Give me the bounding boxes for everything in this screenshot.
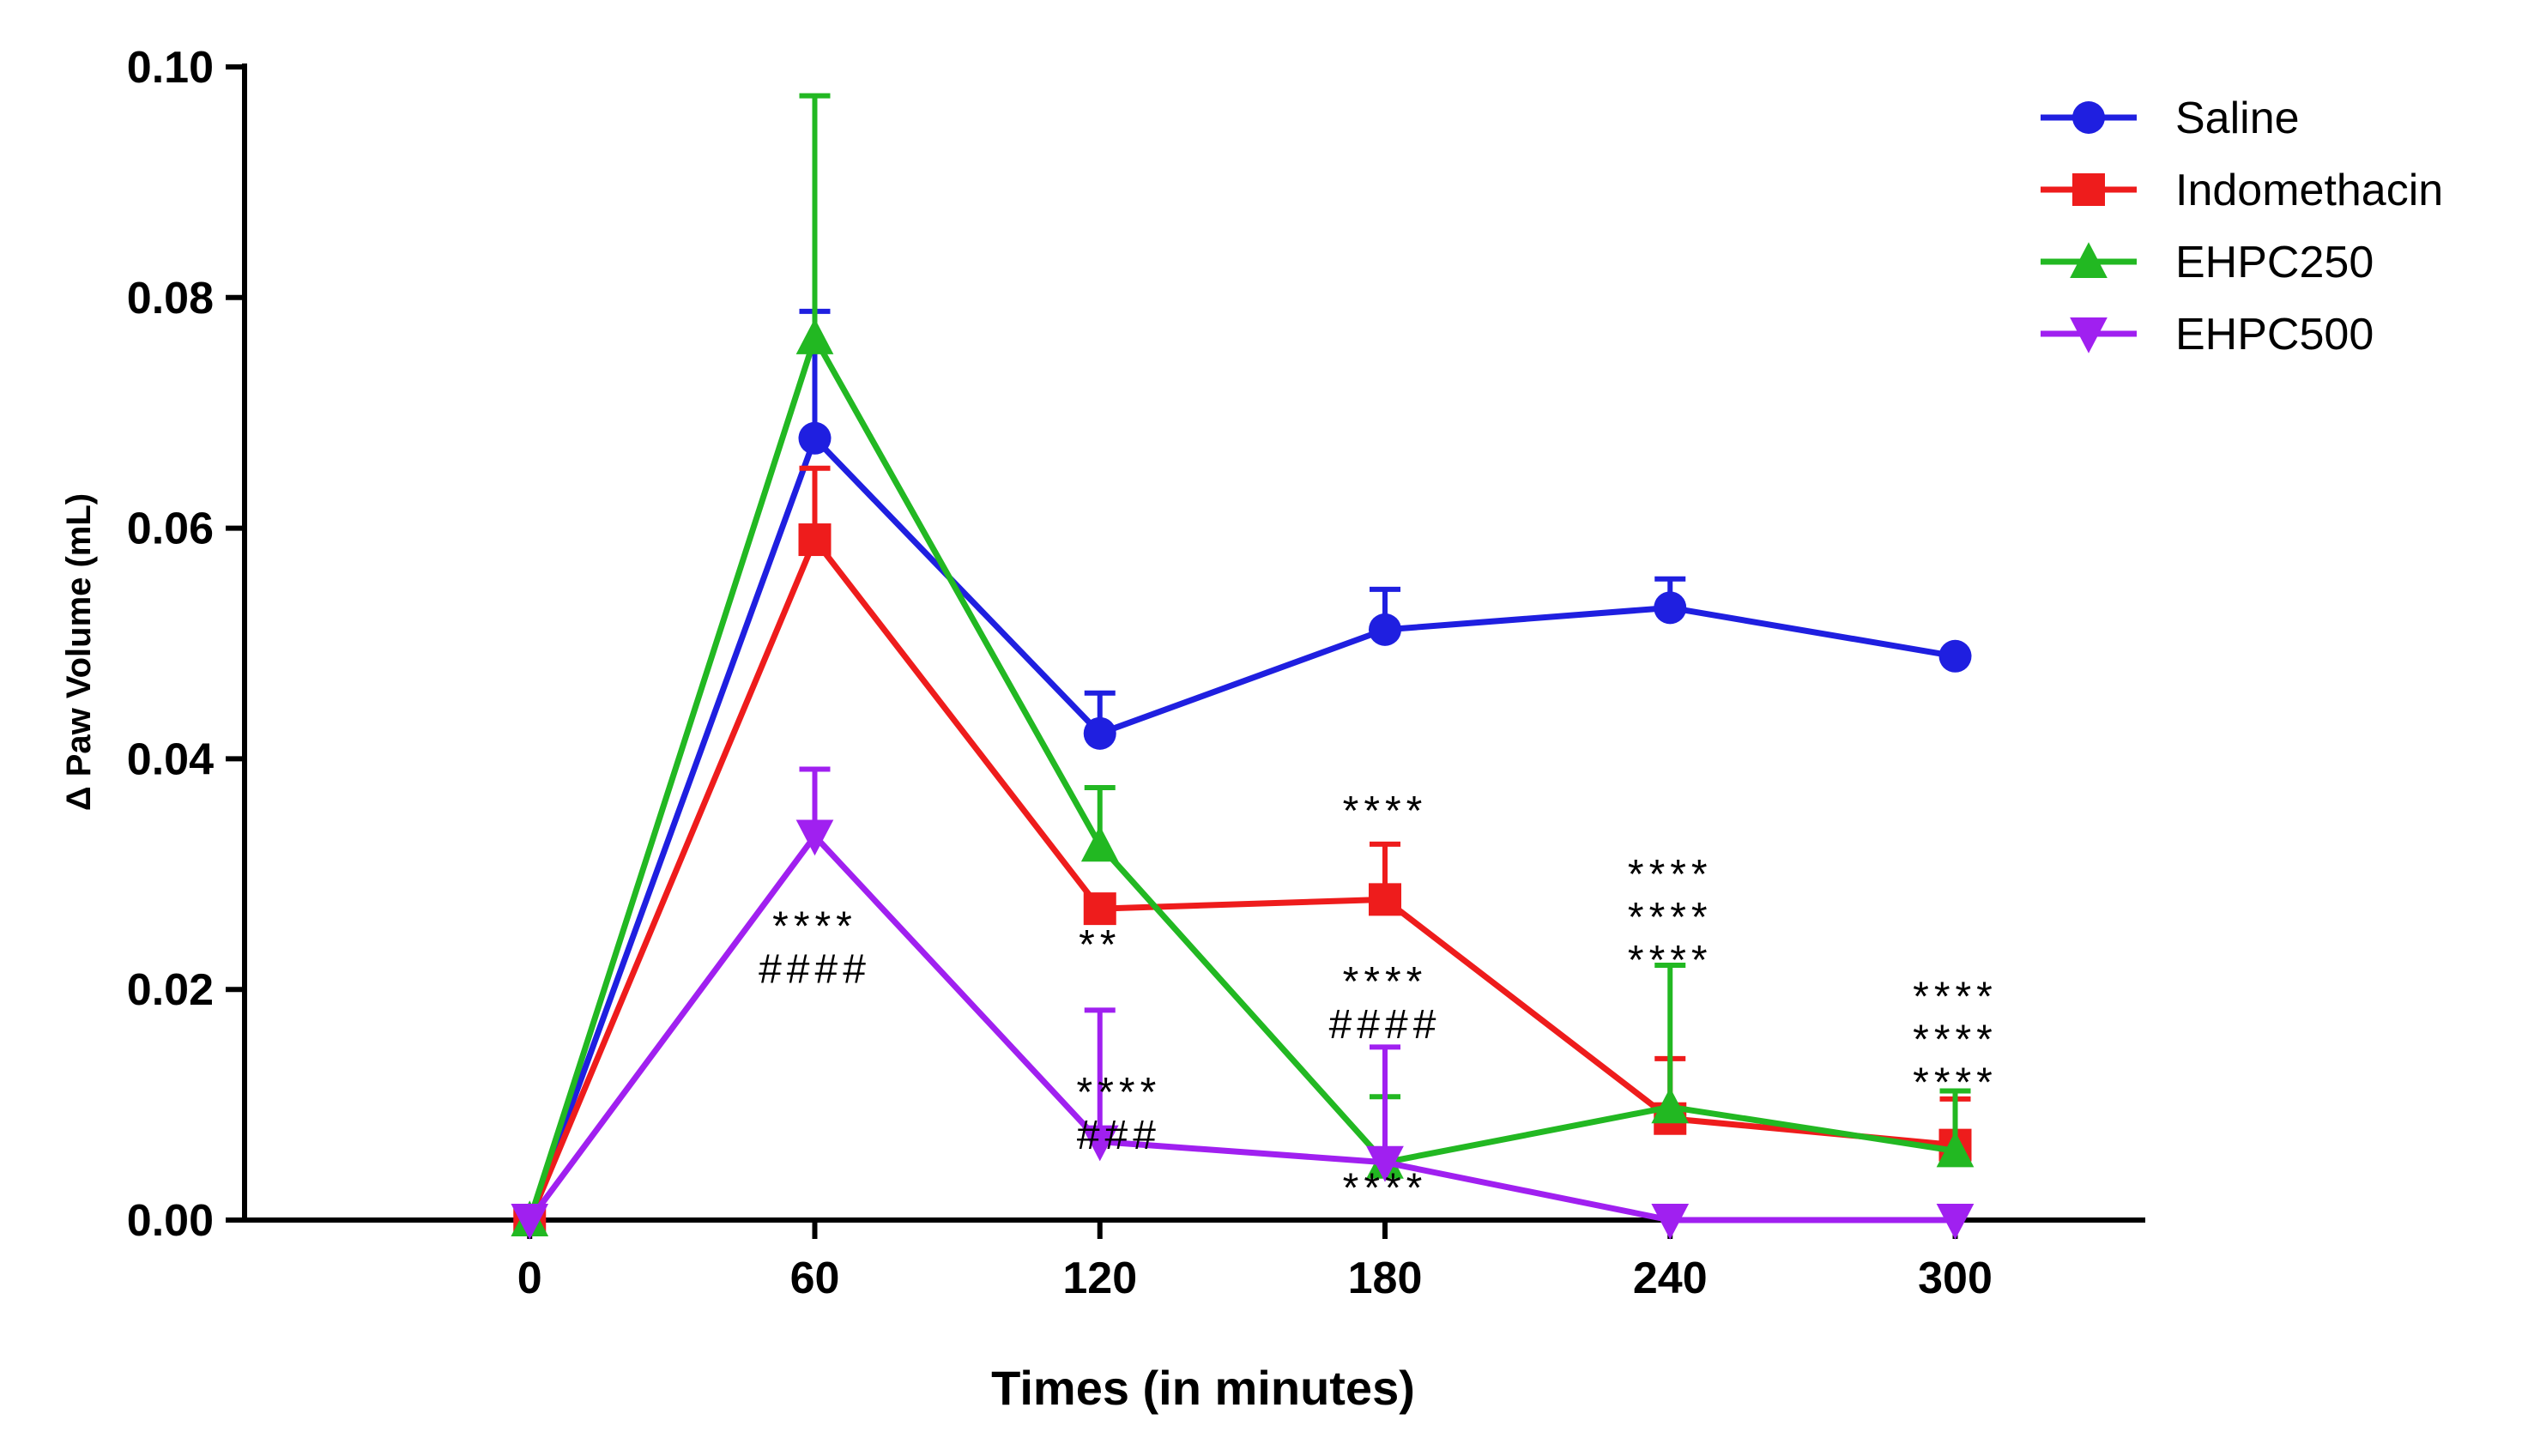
series-line [527,536,1956,1222]
series-line [526,435,1956,1222]
significance-annotation: **** ### [1077,1070,1162,1158]
data-point [1936,1131,1975,1168]
significance-annotation: **** [1343,1165,1428,1211]
annotation-layer: **** ####****** ###******** ####******** ***… [759,788,1998,1211]
legend-label: EHPC500 [2175,310,2374,359]
data-point [1366,1145,1404,1182]
y-tick-label: 0.10 [127,43,214,93]
data-point [1080,825,1119,862]
y-tick-label: 0.06 [127,504,214,554]
data-point [1080,1125,1119,1162]
data-point [1083,716,1116,750]
series-ehpc500 [511,766,1975,1240]
series-ehpc250 [511,93,1975,1236]
legend-marker [2072,101,2105,134]
significance-annotation: **** **** **** [1913,974,1998,1105]
legend-marker [2070,242,2108,278]
series-line [526,335,1956,1222]
data-point [1651,1204,1690,1240]
series-line [527,832,1956,1223]
data-point [1936,1204,1975,1240]
data-point [1938,639,1972,673]
x-tick-label: 300 [1918,1254,1993,1303]
x-axis-title: Times (in minutes) [991,1361,1415,1415]
significance-annotation: **** #### [1329,959,1442,1048]
significance-annotation: **** [1343,788,1428,834]
x-tick-label: 240 [1633,1254,1708,1303]
y-tick-label: 0.02 [127,965,214,1015]
significance-annotation: **** #### [759,903,871,992]
legend-marker [2070,317,2108,353]
data-point [795,318,834,354]
data-point [1083,892,1116,926]
x-tick-label: 0 [517,1254,542,1303]
legend-label: Saline [2175,94,2300,143]
data-point [798,523,832,557]
legend-item-ehpc500: EHPC500 [2041,310,2374,359]
x-tick-label: 60 [790,1254,840,1303]
series-layer [511,93,1975,1240]
data-point [1654,591,1687,625]
y-tick-label: 0.08 [127,274,214,323]
legend-marker [2072,173,2105,206]
data-point [798,421,832,455]
data-point [1651,1087,1690,1124]
y-axis-title: Δ Paw Volume (mL) [60,493,98,811]
significance-annotation: ** [1079,922,1121,968]
data-point [1369,883,1401,916]
legend: Saline Indomethacin EHPC250 EHPC500 [2041,94,2443,359]
data-point [795,819,834,856]
y-tick-label: 0.00 [127,1196,214,1246]
data-point [1369,613,1401,646]
legend-item-saline: Saline [2041,94,2300,143]
x-tick-label: 180 [1348,1254,1423,1303]
y-tick-label: 0.04 [127,734,214,784]
significance-annotation: **** **** **** [1628,852,1713,983]
legend-label: EHPC250 [2175,238,2374,287]
x-tick-label: 120 [1062,1254,1137,1303]
legend-item-ehpc250: EHPC250 [2041,238,2374,287]
legend-item-indomethacin: Indomethacin [2041,166,2443,215]
axes: 0.00 0.02 0.04 0.06 0.08 0.10 0 60 120 180 240 300 [127,43,2145,1303]
data-point [511,1204,549,1240]
legend-label: Indomethacin [2175,166,2443,215]
series-saline [513,308,1972,1236]
